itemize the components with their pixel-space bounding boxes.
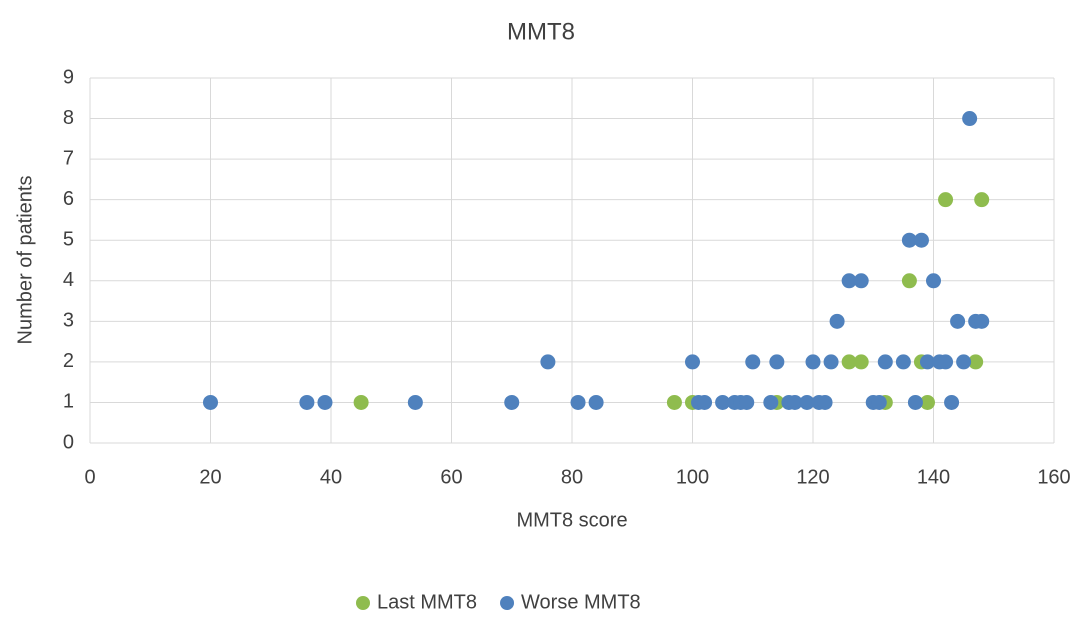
point xyxy=(540,354,556,370)
point xyxy=(901,232,917,248)
x-tick-label: 140 xyxy=(917,466,950,488)
point xyxy=(745,354,761,370)
point xyxy=(938,192,954,208)
point xyxy=(871,394,887,410)
y-tick-label: 5 xyxy=(63,229,74,251)
point xyxy=(956,354,972,370)
point xyxy=(799,394,815,410)
point xyxy=(841,273,857,289)
point xyxy=(841,354,857,370)
point xyxy=(901,273,917,289)
y-tick-label: 3 xyxy=(63,310,74,332)
point xyxy=(944,394,960,410)
legend-label: Last MMT8 xyxy=(377,591,477,613)
x-tick-label: 80 xyxy=(561,466,583,488)
legend-marker xyxy=(500,596,515,610)
point xyxy=(913,232,929,248)
y-tick-label: 8 xyxy=(63,107,74,129)
y-tick-label: 0 xyxy=(63,431,74,453)
point xyxy=(817,394,833,410)
point xyxy=(938,354,954,370)
point xyxy=(962,111,978,127)
chart-title: MMT8 xyxy=(507,18,575,45)
point xyxy=(317,394,333,410)
point xyxy=(974,192,990,208)
x-axis-title: MMT8 score xyxy=(516,509,627,531)
point xyxy=(853,273,869,289)
x-tick-label: 20 xyxy=(199,466,221,488)
point xyxy=(787,394,803,410)
point xyxy=(588,394,604,410)
point xyxy=(353,394,369,410)
y-tick-label: 9 xyxy=(63,66,74,88)
point xyxy=(504,394,520,410)
x-tick-label: 60 xyxy=(440,466,462,488)
y-tick-label: 4 xyxy=(63,269,74,291)
y-tick-label: 6 xyxy=(63,188,74,210)
x-tick-label: 120 xyxy=(796,466,829,488)
point xyxy=(763,394,779,410)
point xyxy=(739,394,755,410)
point xyxy=(974,313,990,329)
point xyxy=(919,394,935,410)
point xyxy=(877,354,893,370)
point xyxy=(299,394,315,410)
point xyxy=(968,354,984,370)
point xyxy=(407,394,423,410)
legend-marker xyxy=(356,596,370,610)
y-tick-label: 7 xyxy=(63,147,74,169)
point xyxy=(697,394,713,410)
x-tick-label: 160 xyxy=(1037,466,1070,488)
point xyxy=(907,394,923,410)
point xyxy=(895,354,911,370)
point xyxy=(666,394,682,410)
point xyxy=(685,354,700,370)
point xyxy=(823,354,839,370)
y-axis-title: Number of patients xyxy=(14,176,36,345)
x-tick-label: 0 xyxy=(84,466,95,488)
point xyxy=(203,394,218,410)
point xyxy=(853,354,869,370)
x-tick-label: 100 xyxy=(676,466,709,488)
point xyxy=(715,394,731,410)
x-tick-label: 40 xyxy=(320,466,342,488)
point xyxy=(805,354,821,370)
point xyxy=(829,313,845,329)
point xyxy=(926,273,941,289)
point xyxy=(919,354,935,370)
point xyxy=(769,354,785,370)
point xyxy=(570,394,586,410)
point xyxy=(950,313,966,329)
y-tick-label: 2 xyxy=(63,350,74,372)
legend-label: Worse MMT8 xyxy=(521,591,641,613)
y-tick-label: 1 xyxy=(63,391,74,413)
